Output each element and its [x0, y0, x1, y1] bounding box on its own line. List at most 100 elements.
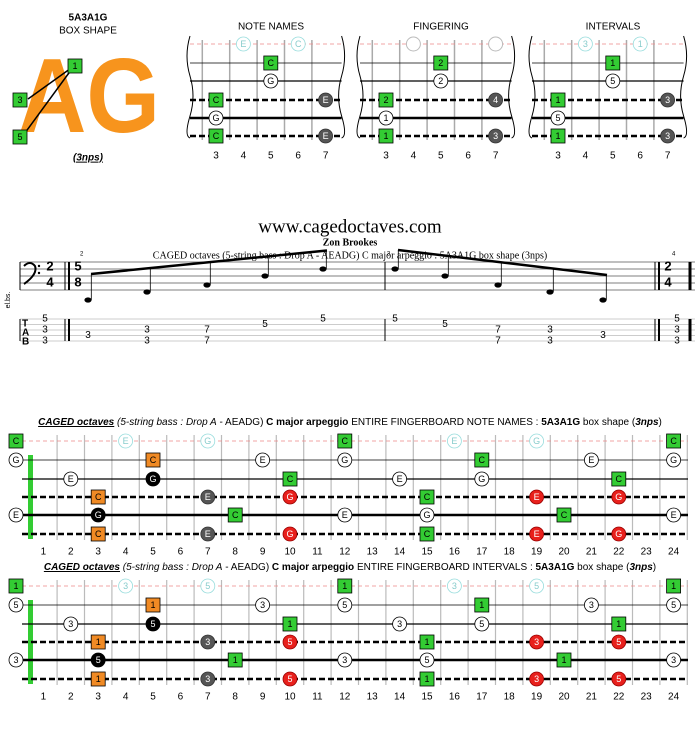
marker [419, 526, 435, 542]
title-part: ) [653, 562, 656, 573]
panel-edge [356, 35, 364, 139]
marker [529, 578, 544, 594]
marker [433, 55, 449, 71]
note-head [143, 289, 151, 295]
marker [282, 634, 298, 650]
measure-number: 2 [80, 252, 84, 258]
composer: Zon Brookes [323, 237, 378, 248]
fret-number: 5 [150, 692, 156, 703]
title-part: CAGED octaves [44, 562, 121, 573]
title-part: (5-string bass : [114, 417, 186, 428]
fret-number: 6 [465, 151, 471, 162]
marker [8, 578, 24, 594]
fret-number: 7 [205, 692, 211, 703]
marker [337, 433, 353, 449]
marker [63, 616, 79, 632]
marker-label: G [341, 455, 348, 465]
marker [529, 489, 544, 505]
marker [529, 634, 544, 650]
fret-number: 8 [232, 547, 238, 558]
marker-label: E [13, 510, 19, 520]
shape-code: 5A3A1G [69, 13, 108, 24]
bass-clef [37, 264, 41, 268]
marker [208, 92, 224, 108]
marker-label: 5 [205, 581, 210, 591]
marker [378, 128, 394, 144]
tab-number: 7 [495, 325, 501, 336]
tab-number: 3 [85, 330, 91, 341]
marker-label: 1 [72, 61, 77, 71]
fret-number: 14 [394, 692, 406, 703]
marker-label: C [95, 529, 102, 539]
fret-number: 1 [41, 547, 47, 558]
marker-label: 5 [13, 600, 18, 610]
fret-number: 3 [95, 692, 101, 703]
marker-label: 3 [583, 39, 588, 49]
marker [405, 36, 421, 52]
marker [578, 36, 593, 52]
shape-label: BOX SHAPE [59, 26, 117, 37]
marker-label: C [150, 455, 157, 465]
marker [145, 452, 161, 468]
marker-label: G [533, 436, 540, 446]
marker [145, 616, 161, 632]
measure-number: 3 [387, 252, 391, 258]
marker-label: 3 [671, 655, 676, 665]
marker [235, 36, 251, 52]
time-sig: 2 [46, 258, 53, 273]
marker [632, 36, 648, 52]
tab-number: 5 [442, 319, 448, 330]
title-part: ) [659, 417, 662, 428]
tab-number: 3 [547, 325, 553, 336]
marker [550, 128, 566, 144]
marker-label: C [424, 492, 431, 502]
marker [145, 471, 161, 487]
tab-number: 3 [42, 336, 48, 347]
fret-number: 19 [531, 547, 543, 558]
marker [200, 671, 216, 687]
marker [118, 433, 133, 449]
fret-number: 8 [232, 692, 238, 703]
marker [200, 489, 216, 505]
fret-number: 15 [421, 547, 433, 558]
marker-label: 5 [287, 637, 292, 647]
marker [378, 92, 394, 108]
title-part: box shape ( [574, 562, 630, 573]
note-head [599, 297, 607, 303]
fret-number: 5 [438, 151, 444, 162]
marker-label: C [232, 510, 239, 520]
marker [660, 92, 675, 108]
marker-label: G [212, 113, 219, 123]
title-part: 3nps [629, 562, 653, 573]
beam [397, 248, 608, 277]
time-sig: 5 [74, 258, 81, 273]
marker [660, 128, 675, 144]
fret-number: 16 [449, 692, 461, 703]
marker-label: E [397, 474, 403, 484]
marker-label: G [204, 436, 211, 446]
marker-label: E [323, 95, 329, 105]
marker [605, 55, 621, 71]
marker-label: 2 [383, 95, 388, 105]
marker-label: 1 [610, 58, 615, 68]
fret-number: 22 [613, 547, 625, 558]
marker-label: E [323, 131, 329, 141]
marker [666, 578, 681, 594]
fret-number: 12 [339, 692, 351, 703]
marker-label: 1 [555, 95, 560, 105]
title-part: C major arpeggio [272, 562, 354, 573]
marker-label: 1 [96, 637, 101, 647]
time-sig: 4 [46, 274, 54, 289]
title-part: Drop A [186, 417, 217, 428]
marker [419, 507, 435, 523]
marker-label: G [478, 474, 485, 484]
marker [208, 110, 224, 126]
board-title: CAGED octaves (5-string bass : Drop A - … [44, 562, 656, 573]
marker [474, 616, 490, 632]
note-head [441, 273, 449, 279]
marker-label: 5 [17, 132, 22, 142]
marker [419, 671, 435, 687]
fret-number: 13 [367, 692, 379, 703]
marker [529, 526, 544, 542]
